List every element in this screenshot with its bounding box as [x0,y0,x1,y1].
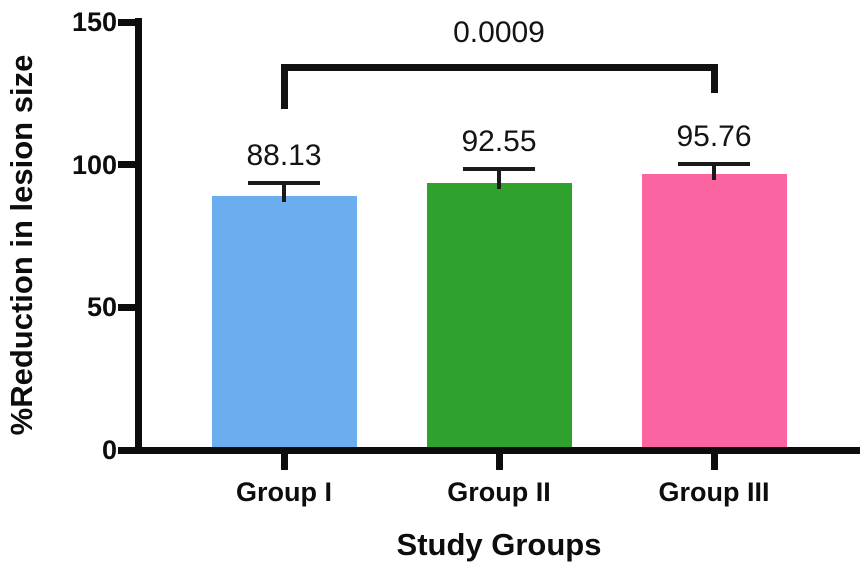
y-tick-label-150: 150 [71,7,117,38]
bracket-right-leg [710,64,718,93]
bar-group-ii [426,183,572,448]
y-axis-line [135,18,142,454]
bracket-left-leg [280,64,288,109]
y-axis-tick-100 [118,161,139,169]
error-bar-line-group-i [282,182,286,203]
bar-value-label-group-iii: 95.76 [676,119,752,153]
y-axis-tick-150 [118,18,139,26]
bracket-horizontal-line [280,64,718,71]
bar-value-label-group-ii: 92.55 [461,125,537,159]
error-bar-cap-group-ii [463,167,535,172]
bar-group-i [211,196,357,448]
y-axis-tick-0 [118,446,139,454]
y-tick-label-100: 100 [71,149,117,180]
y-axis-tick-50 [118,303,139,311]
error-bar-line-group-iii [712,163,716,181]
error-bar-cap-group-iii [678,161,750,166]
error-bar-cap-group-i [248,180,320,185]
x-axis-tick-group-ii [495,452,503,470]
x-category-label-group-ii: Group II [447,477,551,507]
x-axis-tick-group-iii [710,452,718,470]
y-axis-title: %Reduction in lesion size [4,54,39,436]
x-category-label-group-i: Group I [236,477,332,507]
x-category-label-group-iii: Group III [658,477,770,507]
bar-group-iii [641,174,787,448]
x-axis-tick-group-i [280,452,288,470]
bar-value-label-group-i: 88.13 [246,138,322,172]
y-tick-label-0: 0 [101,435,117,465]
x-axis-line [135,447,860,454]
significance-p-value: 0.0009 [453,16,545,49]
x-axis-title: Study Groups [396,527,602,562]
error-bar-line-group-ii [497,169,501,190]
y-tick-label-50: 50 [86,292,117,323]
